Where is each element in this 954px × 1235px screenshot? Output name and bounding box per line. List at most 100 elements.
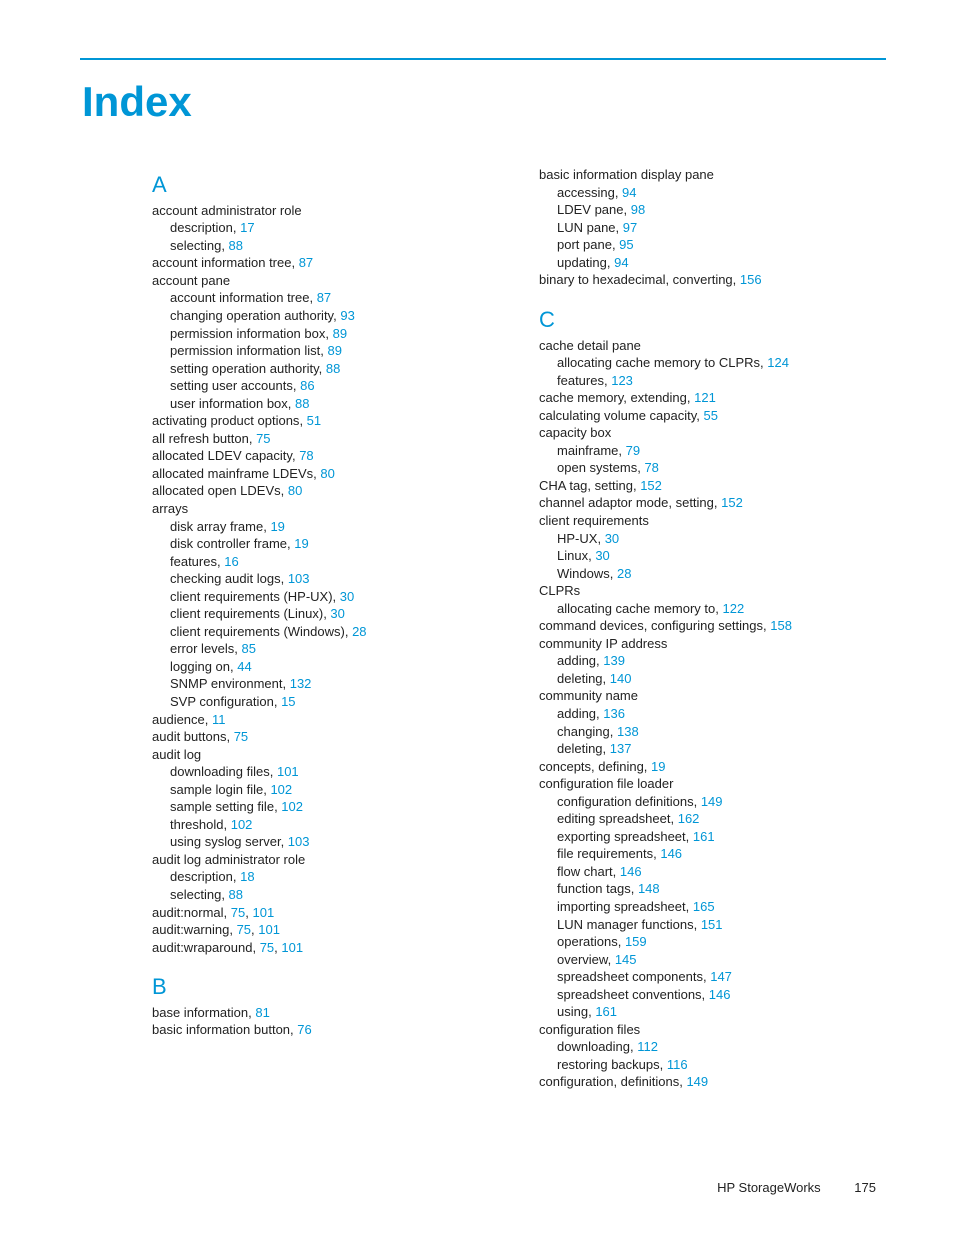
page-ref[interactable]: 149 bbox=[701, 794, 723, 809]
index-entry: client requirements (Windows), 28 bbox=[152, 623, 499, 641]
page-ref[interactable]: 101 bbox=[277, 764, 299, 779]
page-ref[interactable]: 11 bbox=[212, 712, 226, 727]
page-ref[interactable]: 28 bbox=[617, 566, 631, 581]
page-ref[interactable]: 93 bbox=[340, 308, 354, 323]
page-ref[interactable]: 55 bbox=[704, 408, 718, 423]
page-ref[interactable]: 101 bbox=[252, 905, 274, 920]
entry-text: error levels bbox=[170, 641, 234, 656]
page-ref[interactable]: 87 bbox=[299, 255, 313, 270]
page-ref[interactable]: 28 bbox=[352, 624, 366, 639]
page-ref[interactable]: 136 bbox=[603, 706, 625, 721]
page-ref[interactable]: 76 bbox=[297, 1022, 311, 1037]
page-ref[interactable]: 75 bbox=[260, 940, 274, 955]
page-ref[interactable]: 137 bbox=[610, 741, 632, 756]
page-ref[interactable]: 112 bbox=[637, 1039, 658, 1054]
page-ref[interactable]: 146 bbox=[620, 864, 642, 879]
page-ref[interactable]: 146 bbox=[660, 846, 682, 861]
page-ref[interactable]: 152 bbox=[721, 495, 743, 510]
page-ref[interactable]: 146 bbox=[709, 987, 731, 1002]
page-ref[interactable]: 78 bbox=[299, 448, 313, 463]
page-ref[interactable]: 116 bbox=[667, 1057, 688, 1072]
entry-text: allocating cache memory to CLPRs bbox=[557, 355, 760, 370]
page-ref[interactable]: 161 bbox=[595, 1004, 617, 1019]
page-ref[interactable]: 18 bbox=[240, 869, 254, 884]
entry-text: calculating volume capacity bbox=[539, 408, 696, 423]
page-ref[interactable]: 19 bbox=[270, 519, 284, 534]
page-ref[interactable]: 51 bbox=[307, 413, 321, 428]
page-ref[interactable]: 101 bbox=[258, 922, 280, 937]
page-ref[interactable]: 16 bbox=[224, 554, 238, 569]
entry-text: changing operation authority bbox=[170, 308, 333, 323]
page-ref[interactable]: 95 bbox=[619, 237, 633, 252]
page-ref[interactable]: 151 bbox=[701, 917, 723, 932]
entry-text: concepts, defining bbox=[539, 759, 644, 774]
page-ref[interactable]: 78 bbox=[644, 460, 658, 475]
page-ref[interactable]: 30 bbox=[330, 606, 344, 621]
index-entry: sample login file, 102 bbox=[152, 781, 499, 799]
page-ref[interactable]: 161 bbox=[693, 829, 715, 844]
page-ref[interactable]: 17 bbox=[240, 220, 254, 235]
page-ref[interactable]: 88 bbox=[295, 396, 309, 411]
page-ref[interactable]: 75 bbox=[237, 922, 251, 937]
page-ref[interactable]: 44 bbox=[237, 659, 251, 674]
page-ref[interactable]: 101 bbox=[281, 940, 303, 955]
page-ref[interactable]: 139 bbox=[603, 653, 625, 668]
page-ref[interactable]: 124 bbox=[767, 355, 789, 370]
page-ref[interactable]: 102 bbox=[281, 799, 303, 814]
page-ref[interactable]: 75 bbox=[234, 729, 248, 744]
entry-text: audience bbox=[152, 712, 205, 727]
page-ref[interactable]: 102 bbox=[270, 782, 292, 797]
entry-text: SNMP environment bbox=[170, 676, 282, 691]
page-ref[interactable]: 156 bbox=[740, 272, 762, 287]
page-ref[interactable]: 103 bbox=[288, 834, 310, 849]
page-ref[interactable]: 165 bbox=[693, 899, 715, 914]
page-ref[interactable]: 123 bbox=[611, 373, 633, 388]
page-ref[interactable]: 97 bbox=[623, 220, 637, 235]
page-ref[interactable]: 75 bbox=[231, 905, 245, 920]
page-ref[interactable]: 121 bbox=[694, 390, 716, 405]
page-ref[interactable]: 85 bbox=[242, 641, 256, 656]
page-ref[interactable]: 145 bbox=[615, 952, 637, 967]
page-ref[interactable]: 138 bbox=[617, 724, 639, 739]
page-ref[interactable]: 86 bbox=[300, 378, 314, 393]
page-ref[interactable]: 147 bbox=[710, 969, 732, 984]
page-ref[interactable]: 88 bbox=[326, 361, 340, 376]
page-ref[interactable]: 98 bbox=[631, 202, 645, 217]
page-ref[interactable]: 140 bbox=[610, 671, 632, 686]
page-ref[interactable]: 94 bbox=[622, 185, 636, 200]
page-ref[interactable]: 159 bbox=[625, 934, 647, 949]
index-entry: selecting, 88 bbox=[152, 886, 499, 904]
section-c-entries: cache detail paneallocating cache memory… bbox=[539, 337, 886, 1092]
index-entry: setting operation authority, 88 bbox=[152, 360, 499, 378]
page-ref[interactable]: 75 bbox=[256, 431, 270, 446]
page-ref[interactable]: 148 bbox=[638, 881, 660, 896]
page-ref[interactable]: 79 bbox=[626, 443, 640, 458]
page-ref[interactable]: 30 bbox=[605, 531, 619, 546]
index-entry: audit:warning, 75, 101 bbox=[152, 921, 499, 939]
page-ref[interactable]: 94 bbox=[614, 255, 628, 270]
page-ref[interactable]: 149 bbox=[686, 1074, 708, 1089]
page-ref[interactable]: 158 bbox=[770, 618, 792, 633]
page-ref[interactable]: 88 bbox=[229, 238, 243, 253]
page-ref[interactable]: 15 bbox=[281, 694, 295, 709]
page-ref[interactable]: 87 bbox=[317, 290, 331, 305]
entry-text: binary to hexadecimal, converting bbox=[539, 272, 733, 287]
index-entry: cache memory, extending, 121 bbox=[539, 389, 886, 407]
page-ref[interactable]: 30 bbox=[595, 548, 609, 563]
page-ref[interactable]: 80 bbox=[320, 466, 334, 481]
page-ref[interactable]: 19 bbox=[294, 536, 308, 551]
page-ref[interactable]: 80 bbox=[288, 483, 302, 498]
page-ref[interactable]: 89 bbox=[328, 343, 342, 358]
page-ref[interactable]: 103 bbox=[288, 571, 310, 586]
page-ref[interactable]: 162 bbox=[678, 811, 700, 826]
page-ref[interactable]: 122 bbox=[722, 601, 744, 616]
page-ref[interactable]: 89 bbox=[333, 326, 347, 341]
page-ref[interactable]: 30 bbox=[340, 589, 354, 604]
page-ref[interactable]: 152 bbox=[640, 478, 662, 493]
page-ref[interactable]: 88 bbox=[229, 887, 243, 902]
page-ref[interactable]: 81 bbox=[255, 1005, 269, 1020]
page-ref[interactable]: 19 bbox=[651, 759, 665, 774]
page-ref[interactable]: 102 bbox=[231, 817, 253, 832]
section-letter-a: A bbox=[152, 170, 499, 200]
page-ref[interactable]: 132 bbox=[290, 676, 312, 691]
